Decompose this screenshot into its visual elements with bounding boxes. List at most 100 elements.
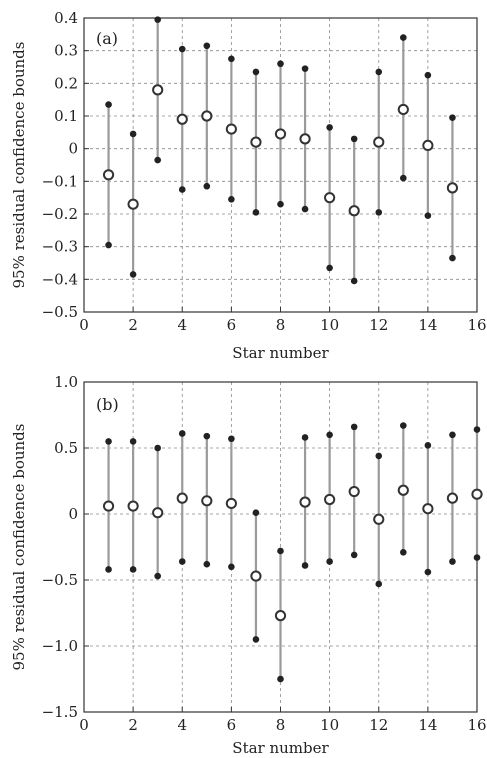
lower-bound-point	[277, 200, 284, 208]
y-tick-label: 0.1	[54, 107, 78, 125]
x-tick-label: 2	[128, 716, 138, 734]
x-tick-label: 14	[418, 716, 437, 734]
y-tick-label: −0.1	[42, 172, 78, 190]
lower-bound-point	[178, 186, 186, 193]
residual-point	[152, 84, 164, 96]
residual-point	[152, 507, 164, 519]
lower-bound-point	[424, 568, 432, 576]
x-tick-label: 8	[276, 716, 286, 734]
y-tick-label: −0.3	[42, 238, 78, 256]
lower-bound-point	[228, 563, 235, 571]
x-axis-label: Star number	[232, 344, 329, 362]
residual-point	[397, 484, 409, 496]
upper-bound-point	[301, 65, 309, 72]
lower-bound-point	[301, 562, 309, 569]
residual-point	[324, 192, 336, 204]
upper-bound-point	[424, 71, 432, 79]
upper-bound-point	[449, 114, 456, 121]
x-tick-label: 12	[369, 316, 388, 334]
lower-bound-point	[105, 241, 112, 249]
upper-bound-point	[154, 444, 161, 452]
residual-point	[422, 503, 434, 515]
lower-bound-point	[203, 182, 211, 190]
upper-bound-point	[105, 101, 112, 108]
lower-bound-point	[154, 572, 161, 580]
residual-point	[201, 110, 213, 122]
x-tick-label: 2	[128, 316, 138, 334]
y-tick-label: 0.3	[54, 42, 78, 60]
y-tick-label: −0.2	[42, 205, 78, 223]
lower-bound-point	[252, 209, 260, 216]
residual-point	[250, 570, 262, 582]
y-tick-label: 0	[68, 505, 78, 523]
lower-bound-point	[277, 675, 284, 683]
residual-point	[102, 169, 115, 181]
y-axis-label: 95% residual confidence bounds	[10, 424, 28, 671]
residual-point	[225, 497, 237, 510]
y-tick-label: 0	[68, 140, 78, 158]
residual-point	[299, 133, 311, 145]
lower-bound-point	[473, 554, 481, 561]
lower-bound-point	[449, 558, 456, 565]
residual-point	[397, 103, 409, 116]
residual-point	[176, 113, 188, 125]
upper-bound-point	[277, 60, 284, 68]
upper-bound-point	[178, 430, 186, 437]
upper-bound-point	[154, 16, 161, 23]
residual-point	[201, 495, 213, 507]
panel-label: (b)	[96, 395, 119, 414]
lower-bound-point	[129, 271, 137, 278]
upper-bound-point	[203, 432, 211, 440]
upper-bound-point	[129, 130, 137, 138]
panel-b: 0 2 4 6 8 10 12 14 16 −1.5 −1.0 −0.5 0 0.5 1.0 Star num…	[10, 373, 487, 757]
upper-bound-point	[473, 426, 481, 433]
upper-bound-point	[400, 422, 407, 429]
residual-point	[324, 493, 336, 506]
x-tick-label: 14	[418, 316, 437, 334]
x-axis-label: Star number	[232, 739, 329, 757]
residual-point	[127, 198, 139, 210]
upper-bound-point	[350, 135, 358, 143]
residual-point	[176, 492, 188, 504]
residual-point	[299, 496, 311, 508]
residual-point	[274, 610, 287, 622]
upper-bound-point	[277, 547, 284, 555]
upper-bound-point	[326, 431, 333, 439]
residual-point	[274, 128, 287, 140]
residual-point	[373, 513, 385, 525]
residual-point	[373, 136, 385, 148]
x-tick-label: 10	[320, 716, 339, 734]
lower-bound-point	[424, 212, 432, 219]
y-tick-label: 0.2	[54, 74, 78, 92]
y-tick-label: 0.5	[54, 439, 78, 457]
lower-bound-point	[400, 548, 407, 556]
lower-bound-point	[375, 580, 383, 588]
upper-bound-point	[301, 434, 309, 441]
residual-point	[446, 182, 459, 194]
y-tick-label: 1.0	[54, 373, 78, 391]
y-tick-label: −0.5	[42, 303, 78, 321]
upper-bound-point	[228, 435, 235, 443]
residual-point	[225, 123, 237, 135]
x-tick-label: 10	[320, 316, 339, 334]
upper-bound-point	[424, 442, 432, 449]
upper-bound-point	[228, 55, 235, 63]
residual-point	[102, 500, 115, 512]
lower-bound-point	[301, 205, 309, 213]
residual-point	[127, 500, 139, 512]
y-axis-label: 95% residual confidence bounds	[10, 42, 28, 289]
x-tick-label: 12	[369, 716, 388, 734]
lower-bound-point	[375, 209, 383, 216]
lower-bound-point	[326, 558, 333, 565]
x-tick-label: 16	[467, 716, 486, 734]
upper-bound-point	[178, 45, 186, 53]
lower-bound-point	[326, 264, 333, 272]
x-tick-label: 0	[79, 316, 89, 334]
x-tick-label: 6	[227, 316, 237, 334]
lower-bound-point	[350, 277, 358, 285]
upper-bound-point	[252, 509, 260, 516]
x-tick-label: 6	[227, 716, 237, 734]
upper-bound-point	[375, 68, 383, 76]
y-tick-label: 0.4	[54, 9, 78, 27]
lower-bound-point	[252, 636, 260, 643]
